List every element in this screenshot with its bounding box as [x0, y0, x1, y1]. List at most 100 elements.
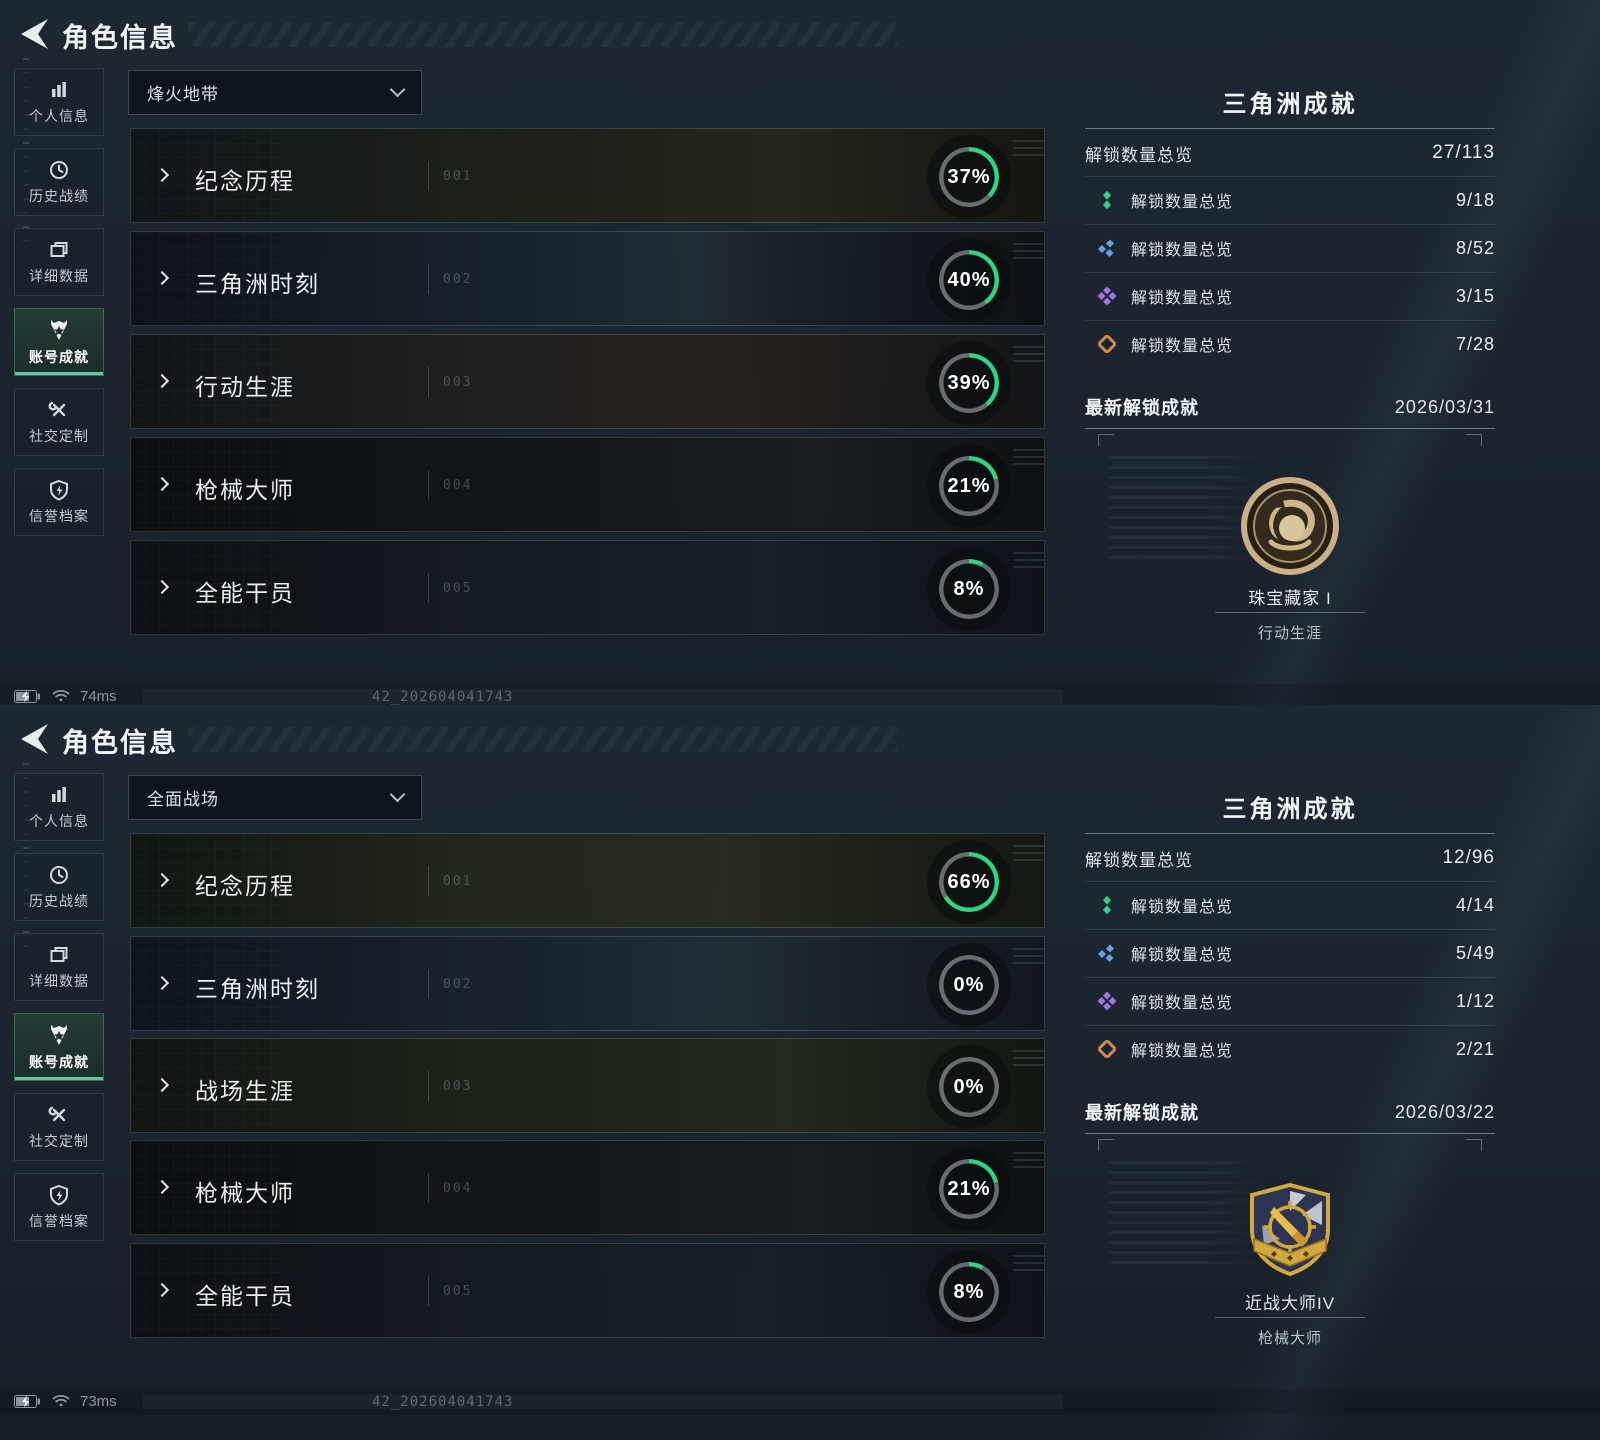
sidebar-item-social-custom[interactable]: 社交定制 [14, 388, 104, 456]
achievements-panel-title: 三角洲成就 [1222, 796, 1358, 823]
deco-readout [1013, 1152, 1044, 1168]
sidebar-item-history[interactable]: 历史战绩 [14, 853, 104, 921]
progress-track [143, 1394, 1063, 1409]
clock-icon [50, 865, 68, 884]
achievements-panel-title: 三角洲成就 [1222, 91, 1358, 118]
chevron-right-icon [154, 1179, 170, 1195]
latest-achievement-card: 珠宝藏家 I 行动生涯 [1085, 428, 1495, 666]
progress-percent: 37% [947, 165, 991, 188]
sidebar-item-personal-info[interactable]: 个人信息 [14, 68, 104, 136]
category-row-all-round-operator[interactable]: 全能干员 005 8% [130, 1243, 1045, 1338]
category-row-label: 三角洲时刻 [195, 976, 320, 1002]
deco-readout [1013, 1255, 1044, 1271]
category-row-label: 全能干员 [195, 1283, 295, 1309]
category-row-all-round-operator[interactable]: 全能干员 005 8% [130, 540, 1045, 635]
category-row-code: 004 [443, 478, 473, 493]
sidebar-item-detailed-data[interactable]: 详细数据 [14, 228, 104, 296]
sidebar-item-label: 社交定制 [29, 1132, 89, 1149]
category-row-label: 全能干员 [195, 580, 295, 606]
back-button[interactable] [16, 723, 52, 757]
back-icon [21, 19, 48, 49]
category-row-code: 005 [443, 581, 473, 596]
ping-value: 74ms [80, 688, 117, 705]
chevron-right-icon [154, 579, 170, 595]
category-row-gun-master[interactable]: 枪械大师 004 21% [130, 437, 1045, 532]
sidebar-item-social-custom[interactable]: 社交定制 [14, 1093, 104, 1161]
chevron-right-icon [154, 1282, 170, 1298]
category-row-battlefield-career[interactable]: 战场生涯 003 0% [130, 1038, 1045, 1133]
latest-date: 2026/03/31 [1394, 396, 1495, 417]
category-row-delta-moments[interactable]: 三角洲时刻 002 40% [130, 231, 1045, 326]
divider [1085, 176, 1495, 177]
divider [1085, 320, 1495, 321]
progress-track [143, 689, 1063, 704]
divider [1085, 929, 1495, 930]
sidebar-item-account-achievements[interactable]: 账号成就 [14, 1013, 104, 1081]
back-button[interactable] [16, 18, 52, 52]
category-row-memorial[interactable]: 纪念历程 001 66% [130, 833, 1045, 928]
sidebar-item-label: 详细数据 [29, 267, 89, 284]
divider [428, 161, 429, 191]
progress-ring: 21% [927, 1147, 1011, 1231]
tier-label: 解锁数量总览 [1131, 995, 1234, 1012]
mode-dropdown[interactable]: 烽火地带 [128, 70, 422, 115]
deco-readout [1013, 845, 1044, 861]
page-title: 角色信息 [62, 728, 178, 758]
progress-percent: 21% [947, 1177, 991, 1200]
divider [1085, 977, 1495, 978]
session-id: 42_202604041743 [372, 1394, 514, 1410]
category-row-code: 002 [443, 977, 473, 992]
tier-value: 4/14 [1455, 894, 1495, 915]
corner-bracket [1098, 1139, 1114, 1151]
progress-ring: 37% [927, 135, 1011, 219]
progress-ring: 8% [927, 1250, 1011, 1334]
badge-star-icon [51, 319, 67, 340]
tier-value: 5/49 [1455, 942, 1495, 963]
progress-percent: 0% [953, 1075, 985, 1098]
category-row-label: 纪念历程 [195, 168, 295, 194]
progress-ring: 0% [927, 943, 1011, 1027]
divider [428, 573, 429, 603]
category-row-gun-master[interactable]: 枪械大师 004 21% [130, 1140, 1045, 1235]
bar-chart-icon [52, 81, 66, 97]
chevron-right-icon [154, 975, 170, 991]
tier-value: 7/28 [1455, 333, 1495, 354]
deco-readout [1013, 948, 1044, 964]
badge-category: 枪械大师 [1257, 1330, 1322, 1347]
corner-bracket [1466, 1139, 1482, 1151]
back-icon [21, 724, 48, 754]
corner-bracket [1098, 434, 1114, 446]
sidebar-item-label: 社交定制 [29, 427, 89, 444]
tier-value: 3/15 [1455, 285, 1495, 306]
category-row-code: 003 [443, 1079, 473, 1094]
tools-icon [48, 401, 66, 416]
chevron-right-icon [154, 373, 170, 389]
divider [428, 1173, 429, 1203]
progress-ring: 0% [927, 1045, 1011, 1129]
total-label: 解锁数量总览 [1085, 145, 1193, 165]
category-row-operation-career[interactable]: 行动生涯 003 39% [130, 334, 1045, 429]
sidebar-item-label: 个人信息 [29, 812, 89, 829]
clock-icon [50, 160, 68, 179]
divider [428, 470, 429, 500]
title-hatch-decoration [188, 727, 898, 752]
sidebar-item-label: 账号成就 [29, 348, 89, 365]
sidebar-item-reputation[interactable]: 信誉档案 [14, 1173, 104, 1241]
title-hatch-decoration [188, 22, 898, 47]
category-row-delta-moments[interactable]: 三角洲时刻 002 0% [130, 936, 1045, 1031]
shield-bolt-icon [50, 1184, 68, 1206]
sidebar-item-label: 历史战绩 [29, 187, 89, 204]
session-id: 42_202604041743 [372, 689, 514, 705]
achievements-total-row: 解锁数量总览 27/113 [1085, 134, 1495, 172]
category-row-label: 枪械大师 [195, 477, 295, 503]
category-row-label: 行动生涯 [195, 374, 295, 400]
category-row-memorial[interactable]: 纪念历程 001 37% [130, 128, 1045, 223]
tier-label: 解锁数量总览 [1131, 290, 1234, 307]
sidebar-item-account-achievements[interactable]: 账号成就 [14, 308, 104, 376]
sidebar-item-personal-info[interactable]: 个人信息 [14, 773, 104, 841]
sidebar-item-reputation[interactable]: 信誉档案 [14, 468, 104, 536]
sidebar-item-detailed-data[interactable]: 详细数据 [14, 933, 104, 1001]
sidebar-item-history[interactable]: 历史战绩 [14, 148, 104, 216]
mode-dropdown[interactable]: 全面战场 [128, 775, 422, 820]
progress-ring: 39% [927, 341, 1011, 425]
